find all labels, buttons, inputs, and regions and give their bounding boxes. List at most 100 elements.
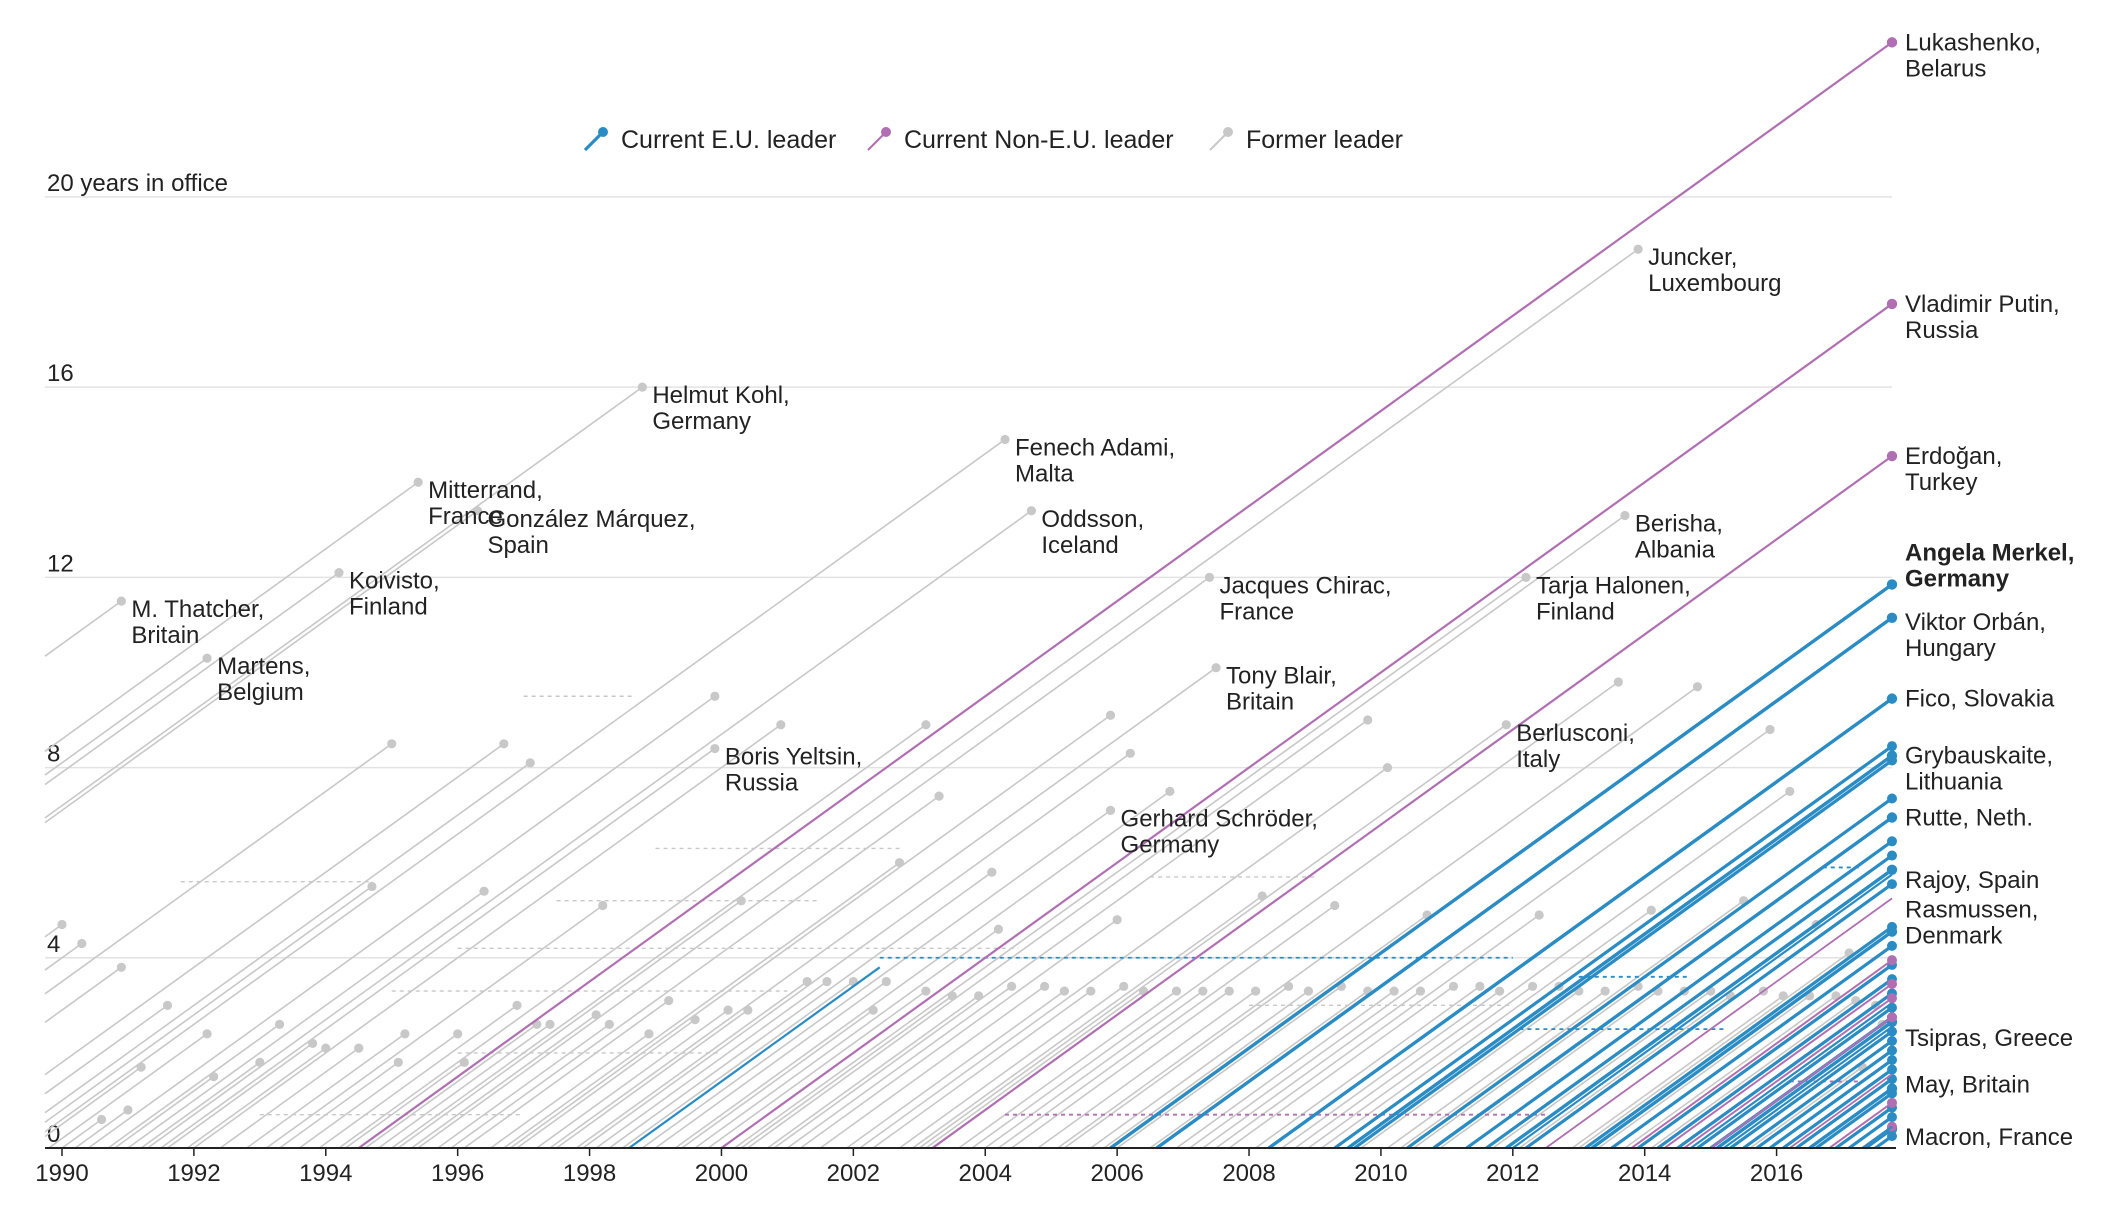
former-leader-line (44, 1066, 142, 1138)
former-leader-dot (1389, 986, 1399, 996)
current-eu-dot (1887, 940, 1897, 951)
eu-term-segment (628, 966, 881, 1149)
leader-label: González Márquez, Spain (487, 506, 695, 559)
leader-label-line: France (428, 503, 503, 530)
series-dot (1886, 37, 1898, 48)
former-leader-line (44, 743, 505, 1076)
leader-label-line: Denmark (1905, 923, 2003, 950)
leader-label: Lukashenko, Belarus (1905, 29, 2041, 82)
former-leader-dot (367, 881, 377, 892)
former-leader-line (338, 724, 927, 1149)
series-line (417, 576, 1210, 1149)
x-tick-label: 2000 (695, 1160, 748, 1187)
former-leader-dot (354, 1043, 364, 1053)
leader-label-line: Vladimir Putin, (1905, 291, 2060, 318)
former-leader-line (984, 990, 1204, 1149)
former-leader-line (958, 990, 1177, 1149)
series-dot (1886, 579, 1898, 590)
leader-label-line: Oddsson, (1041, 506, 1144, 533)
former-leader-line (437, 1023, 610, 1149)
leader-label: Oddsson, Iceland (1041, 506, 1144, 559)
x-tick-label: 2012 (1486, 1160, 1539, 1187)
x-tick-label: 2010 (1354, 1160, 1407, 1187)
former-leader-line (674, 790, 1171, 1149)
x-tick-label: 2006 (1090, 1160, 1143, 1187)
former-leader-line (490, 1033, 650, 1149)
former-leader-line (1624, 995, 1837, 1149)
former-leader-line (1578, 952, 1850, 1149)
series-line (1590, 930, 1893, 1150)
former-leader-line (219, 1047, 360, 1149)
series-dot (1886, 298, 1898, 310)
current-eu-dot (1887, 1074, 1897, 1085)
leader-label-line: Germany (1121, 831, 1220, 858)
series-line (147, 510, 1032, 1149)
former-leader-dot (57, 919, 67, 930)
former-leader-dot (1475, 981, 1485, 991)
leader-label-line: Gerhard Schröder, (1121, 805, 1318, 832)
former-leader-line (1149, 990, 1369, 1149)
legend-swatch-dot (1223, 127, 1233, 137)
former-leader-dot (1198, 986, 1208, 996)
leader-label-line: Britain (131, 622, 199, 649)
leader-label-line: Boris Yeltsin, (725, 744, 862, 771)
current-eu-line (1465, 839, 1893, 1150)
former-leader-line (318, 1004, 518, 1149)
former-leader-dot (934, 791, 944, 801)
former-leader-line (44, 942, 83, 971)
leader-label: Rutte, Neth. (1905, 805, 2033, 832)
former-leader-dot (1330, 900, 1340, 911)
series-line (720, 303, 1893, 1149)
series-line (160, 747, 716, 1149)
former-leader-dot (1495, 986, 1505, 996)
former-leader-dot (822, 976, 832, 987)
current-eu-line (1696, 1006, 1893, 1150)
former-leader-line (246, 1033, 406, 1149)
current-eu-dot (1887, 879, 1897, 890)
leader-label: Juncker, Luxembourg (1648, 244, 1781, 297)
former-leader-line (1090, 990, 1309, 1149)
former-leader-dot (479, 886, 489, 896)
former-leader-dot (1613, 677, 1623, 687)
series-dot (334, 568, 344, 578)
series-dot (1211, 663, 1221, 673)
former-leader-dot (987, 867, 997, 877)
leader-label-line: Belgium (217, 679, 304, 706)
former-leader-line (87, 695, 716, 1149)
leader-label: Berlusconi, Italy (1516, 720, 1635, 773)
former-leader-dot (644, 1029, 654, 1039)
former-leader-line (127, 890, 485, 1149)
former-leader-line (44, 762, 531, 1114)
series-line (358, 41, 1893, 1149)
former-leader-dot (604, 1019, 614, 1029)
leader-label-line: Iceland (1041, 532, 1118, 559)
former-leader-line (450, 795, 940, 1149)
former-leader-line (912, 895, 1263, 1149)
former-leader-line (186, 1047, 327, 1149)
series-dot (1886, 812, 1898, 823)
current-eu-dot (1887, 836, 1897, 847)
former-leader-dot (894, 858, 905, 868)
x-tick-label: 1996 (431, 1160, 484, 1187)
current-eu-dot (1887, 741, 1897, 752)
x-tick-label: 1992 (167, 1160, 220, 1187)
former-leader-line (773, 719, 1369, 1149)
non-eu-term-segment (1545, 897, 1893, 1149)
leader-label-line: Martens, (217, 653, 310, 680)
former-leader-line (44, 1004, 168, 1095)
former-leader-line (1518, 995, 1731, 1149)
former-leader-line (1011, 990, 1230, 1149)
series-line (44, 600, 122, 657)
current-non-eu-dot (1887, 978, 1897, 989)
former-leader-line (1215, 914, 1540, 1149)
eu-term-segment (1861, 1125, 1893, 1149)
former-leader-line (786, 985, 1013, 1149)
former-leader-dot (77, 938, 87, 949)
series-line (391, 248, 1639, 1149)
y-tick-label-12: 12 (47, 550, 74, 577)
former-leader-line (509, 714, 1112, 1149)
former-leader-dot (598, 900, 608, 911)
former-leader-dot (512, 1000, 522, 1010)
former-leader-dot (525, 758, 535, 768)
leader-label-line: Tony Blair, (1226, 663, 1337, 690)
